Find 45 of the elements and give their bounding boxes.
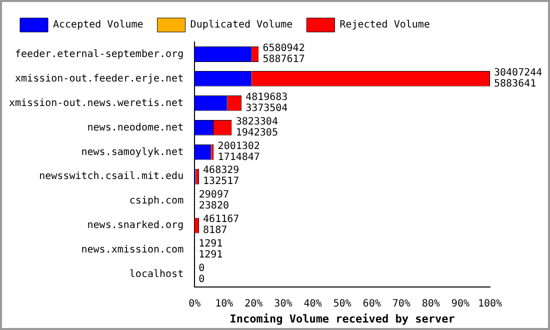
annotation: 0 bbox=[198, 274, 205, 286]
legend-label: Duplicated Volume bbox=[190, 20, 293, 31]
annotation: 0 bbox=[198, 263, 205, 274]
annotation: 2001302 bbox=[218, 140, 260, 152]
y-tick-label: xmission-out.news.weretis.net bbox=[8, 98, 184, 109]
x-tick-label: 90% bbox=[451, 298, 470, 310]
annotation: 23820 bbox=[198, 200, 229, 212]
annotation: 3823304 bbox=[236, 116, 278, 128]
x-tick-label: 20% bbox=[244, 298, 263, 310]
x-tick-label: 70% bbox=[392, 298, 410, 310]
annotation: 132517 bbox=[203, 176, 240, 188]
annotation: 3373504 bbox=[246, 102, 288, 114]
legend-label: Accepted Volume bbox=[53, 20, 144, 31]
y-tick-label: localhost bbox=[129, 269, 184, 280]
x-axis-title: Incoming Volume received by server bbox=[230, 312, 456, 326]
x-tick-label: 30% bbox=[274, 298, 292, 310]
y-tick-label: newsswitch.csail.mit.edu bbox=[39, 171, 184, 182]
y-tick-label: news.xmission.com bbox=[81, 244, 184, 256]
annotation: 1714847 bbox=[218, 152, 260, 163]
annotation: 5887617 bbox=[262, 54, 305, 65]
y-tick-label: csiph.com bbox=[129, 196, 184, 207]
y-tick-label: feeder.eternal-september.org bbox=[15, 48, 184, 60]
y-tick-label: xmission-out.feeder.erje.net bbox=[15, 73, 184, 84]
annotation: 1291 bbox=[198, 238, 223, 250]
x-tick-label: 40% bbox=[304, 298, 322, 310]
annotation: 468329 bbox=[203, 165, 240, 176]
annotation: 8187 bbox=[203, 225, 228, 236]
x-tick-label: 0% bbox=[188, 298, 201, 310]
annotation: 5883641 bbox=[494, 78, 536, 90]
annotation: 6580942 bbox=[262, 42, 305, 54]
x-tick-label: 80% bbox=[422, 298, 440, 310]
y-tick-label: news.neodome.net bbox=[87, 122, 184, 134]
annotation: 4819683 bbox=[246, 92, 288, 103]
annotation: 29097 bbox=[198, 190, 229, 201]
x-tick-label: 10% bbox=[215, 298, 234, 310]
y-tick-label: news.samoylyk.net bbox=[81, 146, 184, 158]
y-tick-label: news.snarked.org bbox=[87, 220, 184, 232]
annotation: 1291 bbox=[198, 250, 223, 261]
annotation: 461167 bbox=[203, 214, 240, 226]
x-tick-label: 100% bbox=[478, 298, 502, 310]
x-tick-label: 60% bbox=[362, 298, 381, 310]
x-tick-label: 50% bbox=[333, 298, 352, 310]
legend-label: Rejected Volume bbox=[340, 20, 430, 31]
annotation: 30407244 bbox=[494, 67, 542, 78]
annotation: 1942305 bbox=[236, 127, 278, 138]
